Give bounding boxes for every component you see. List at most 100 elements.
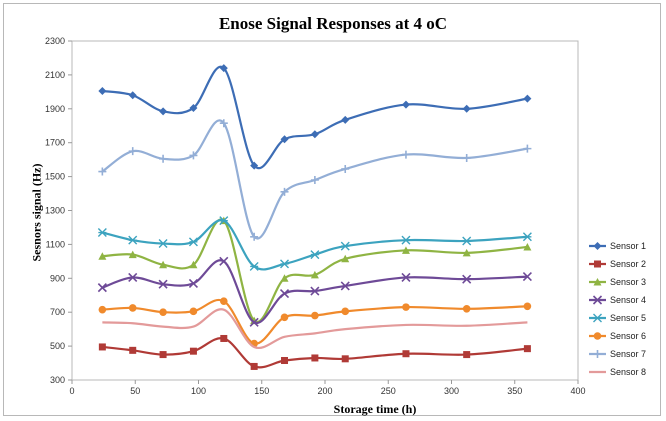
data-point — [341, 355, 349, 363]
legend-marker — [593, 313, 602, 323]
data-point — [219, 256, 229, 266]
data-point — [219, 216, 229, 226]
data-point — [523, 94, 532, 103]
data-point — [189, 103, 198, 112]
series-sensor-1 — [98, 64, 532, 170]
data-point — [281, 357, 289, 365]
data-point — [401, 150, 410, 159]
data-point — [219, 64, 228, 73]
x-tick-label: 300 — [444, 386, 459, 396]
data-point — [159, 154, 168, 163]
data-point — [280, 313, 289, 322]
legend-label: Sensor 1 — [610, 241, 646, 251]
plot-area — [71, 40, 579, 381]
data-point — [98, 87, 107, 96]
data-point — [129, 346, 137, 354]
data-point — [220, 297, 228, 305]
series-line — [102, 65, 528, 170]
x-axis-label: Storage time (h) — [333, 402, 417, 416]
data-point — [158, 239, 168, 249]
legend: Sensor 1 Sensor 2 Sensor 3 Sensor 4 Sensor 5… — [589, 241, 646, 377]
data-point — [98, 305, 107, 314]
y-tick-label: 2100 — [45, 70, 65, 80]
data-point — [401, 235, 411, 245]
data-point — [280, 187, 289, 196]
data-point — [341, 115, 350, 124]
data-point — [159, 351, 167, 359]
data-point — [463, 351, 471, 359]
data-point — [128, 147, 137, 156]
data-point — [341, 307, 350, 316]
data-point — [401, 100, 410, 109]
legend-marker — [593, 332, 602, 340]
data-point — [249, 261, 259, 271]
data-point — [340, 281, 350, 291]
series-sensor-7 — [98, 119, 532, 241]
data-point — [188, 278, 199, 288]
data-point — [159, 260, 168, 269]
data-point — [158, 279, 168, 289]
data-point — [522, 232, 532, 242]
data-point — [340, 241, 350, 251]
data-point — [128, 91, 137, 100]
data-point — [280, 274, 289, 282]
x-tick-label: 100 — [191, 386, 206, 396]
legend-item: Sensor 3 — [589, 277, 646, 287]
x-tick-label: 400 — [570, 386, 585, 396]
y-tick-label: 1500 — [45, 172, 65, 182]
data-point — [341, 164, 350, 173]
series-sensor-4 — [97, 256, 532, 327]
data-point — [462, 153, 471, 162]
data-point — [280, 135, 289, 144]
data-point — [310, 270, 319, 279]
data-point — [402, 350, 410, 358]
data-point — [189, 151, 198, 160]
data-point — [311, 354, 319, 362]
legend-label: Sensor 8 — [610, 367, 646, 377]
data-point — [462, 305, 471, 313]
x-tick-label: 350 — [507, 386, 522, 396]
data-point — [189, 307, 198, 316]
x-tick-label: 0 — [69, 386, 74, 396]
legend-label: Sensor 2 — [610, 259, 646, 269]
data-point — [310, 175, 319, 184]
data-point — [310, 286, 320, 296]
data-point — [523, 302, 532, 311]
data-point — [159, 308, 167, 317]
data-point — [219, 119, 228, 128]
data-point — [401, 272, 411, 283]
legend-item: Sensor 5 — [589, 313, 646, 323]
data-point — [250, 161, 259, 170]
y-tick-label: 900 — [50, 273, 65, 283]
legend-marker — [592, 295, 603, 305]
data-point — [97, 228, 107, 238]
data-point — [249, 317, 259, 327]
legend-label: Sensor 6 — [610, 331, 646, 341]
data-point — [250, 232, 259, 241]
data-point — [522, 272, 532, 282]
series-sensor-5 — [97, 216, 532, 271]
series-line — [102, 298, 528, 345]
data-point — [128, 235, 138, 245]
series-group — [97, 64, 532, 370]
legend-item: Sensor 8 — [589, 367, 646, 377]
data-point — [462, 274, 472, 284]
series-sensor-6 — [98, 297, 532, 348]
data-point — [189, 347, 197, 355]
data-point — [341, 254, 350, 263]
data-point — [188, 237, 198, 247]
legend-label: Sensor 5 — [610, 313, 646, 323]
y-tick-label: 1300 — [45, 206, 65, 216]
legend-item: Sensor 6 — [589, 331, 646, 341]
y-tick-label: 1100 — [46, 239, 65, 249]
legend-label: Sensor 4 — [610, 295, 646, 305]
legend-marker — [593, 242, 602, 250]
legend-label: Sensor 3 — [610, 277, 646, 287]
data-point — [98, 167, 107, 176]
axis-ticks: 3005007009001100130015001700190021002300… — [45, 36, 586, 396]
series-line — [102, 308, 528, 349]
data-point — [462, 236, 472, 246]
y-tick-label: 1900 — [45, 104, 65, 114]
chart-title: Enose Signal Responses at 4 oC — [218, 14, 448, 33]
